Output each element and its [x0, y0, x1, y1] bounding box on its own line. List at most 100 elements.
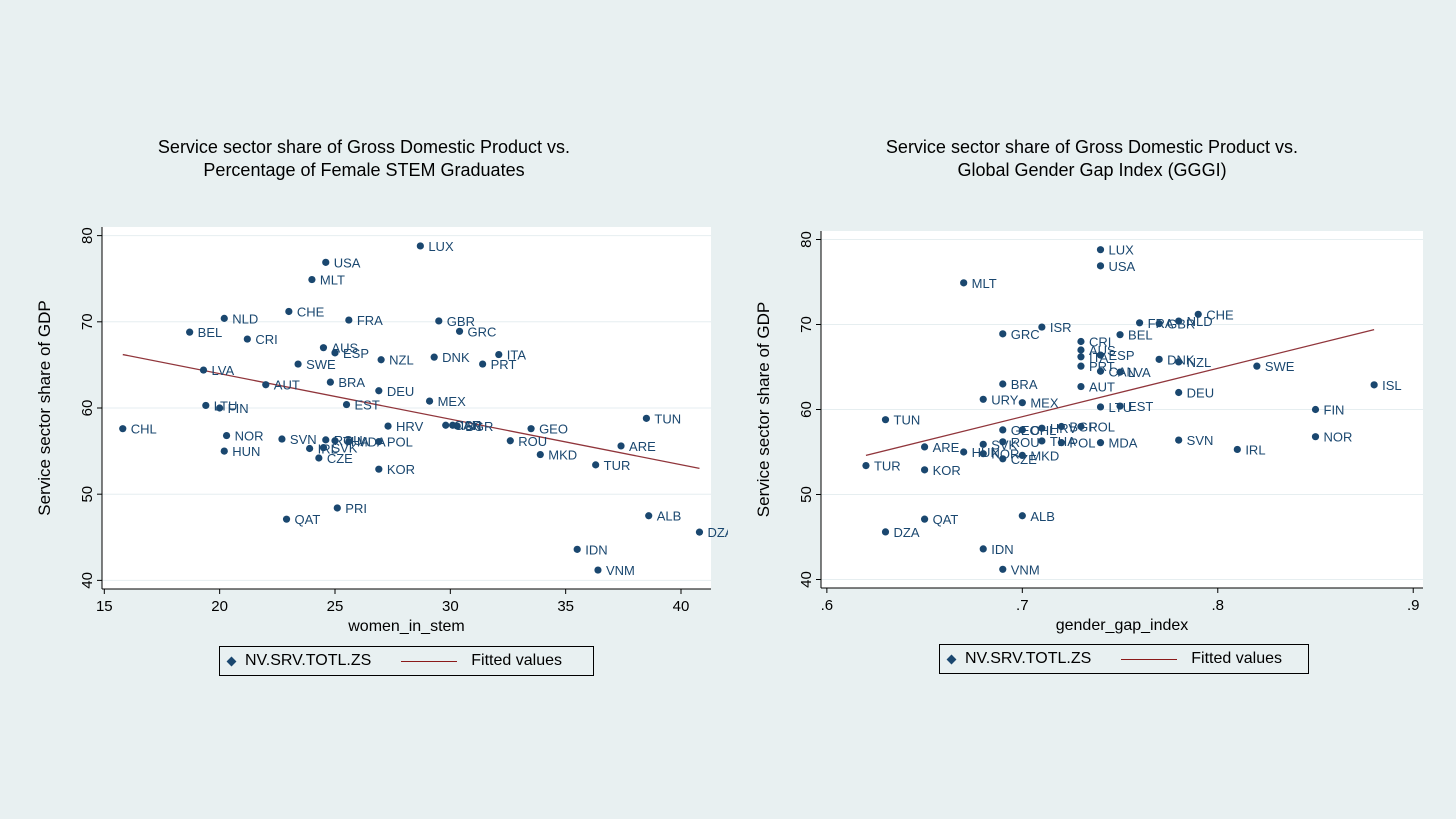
data-point	[1018, 451, 1026, 459]
y-axis-title: Service sector share of GDP	[35, 300, 54, 515]
data-point-label: MLT	[320, 273, 345, 288]
data-point-label: IDN	[991, 542, 1013, 557]
y-tick-label: 50	[79, 486, 96, 503]
data-point-label: GRC	[468, 324, 497, 339]
data-point-label: CAN	[454, 418, 481, 433]
data-point	[453, 422, 461, 430]
data-point	[1018, 512, 1026, 520]
data-point-label: MKD	[548, 448, 577, 463]
y-tick-label: 80	[79, 227, 96, 244]
data-point-label: PRT	[491, 357, 517, 372]
data-point	[322, 258, 330, 266]
data-point-label: CHL	[131, 422, 157, 437]
chart-legend: NV.SRV.TOTL.ZS Fitted values	[219, 646, 594, 676]
y-tick-label: 60	[79, 400, 96, 417]
data-point	[1175, 388, 1183, 397]
data-point-label: IRL	[1245, 442, 1265, 457]
data-point	[306, 444, 314, 453]
data-point	[220, 314, 228, 322]
data-point-label: ROU	[518, 434, 547, 449]
data-point	[1135, 319, 1144, 327]
data-point	[960, 448, 968, 456]
data-point	[1077, 382, 1085, 391]
data-point-label: DEU	[1187, 386, 1214, 401]
data-point	[527, 425, 535, 433]
data-point	[282, 515, 291, 523]
data-point-label: DZA	[707, 525, 728, 540]
data-point	[278, 435, 286, 443]
data-point	[1096, 403, 1105, 411]
data-point-label: PRT	[1089, 359, 1115, 374]
data-point-label: MEX	[1030, 396, 1059, 411]
data-point-label: NZL	[1187, 355, 1212, 370]
data-point-label: CHE	[297, 304, 325, 319]
x-axis-title: gender_gap_index	[1056, 617, 1189, 634]
data-point-label: AUT	[274, 378, 300, 393]
data-point	[220, 447, 228, 455]
data-point-label: PRI	[345, 501, 367, 516]
x-tick-label: 15	[96, 598, 113, 615]
data-point	[319, 444, 328, 452]
data-point	[1311, 433, 1320, 441]
data-point	[425, 397, 434, 405]
data-point-label: LVA	[1128, 365, 1151, 380]
chart-title-line2: Percentage of Female STEM Graduates	[203, 160, 525, 180]
data-point	[308, 275, 316, 284]
data-point-label: GBR	[1167, 317, 1195, 332]
data-point-label: EST	[355, 398, 380, 413]
data-point	[331, 349, 339, 357]
data-point	[1077, 346, 1085, 354]
data-point	[999, 426, 1007, 434]
y-tick-label: 60	[798, 401, 815, 418]
data-point	[199, 366, 208, 374]
data-point-label: NOR	[235, 429, 264, 444]
chart-legend: NV.SRV.TOTL.ZS Fitted values	[939, 644, 1309, 674]
x-tick-label: 35	[557, 598, 574, 615]
data-point-label: ALB	[1030, 509, 1055, 524]
data-point	[1038, 424, 1046, 432]
data-point	[1233, 445, 1241, 454]
data-point-label: GRC	[1011, 327, 1040, 342]
x-tick-label: 30	[442, 598, 459, 615]
data-point-label: LVA	[212, 363, 235, 378]
legend-fit-line-icon	[401, 660, 458, 662]
data-point-label: ISR	[461, 418, 483, 433]
data-point	[1311, 405, 1320, 414]
data-point	[377, 356, 385, 364]
data-point-label: TUN	[894, 413, 921, 428]
data-point	[1096, 351, 1105, 359]
data-point	[455, 327, 464, 335]
x-tick-label: .6	[821, 597, 834, 614]
data-point	[999, 330, 1007, 338]
data-point	[495, 350, 503, 359]
data-point-label: QAT	[295, 512, 321, 527]
data-point	[1038, 437, 1046, 445]
data-point	[1018, 426, 1026, 434]
data-point-label: LUX	[1109, 243, 1135, 258]
chart-panel-left: Service sector share of Gross Domestic P…	[35, 137, 728, 676]
data-point-label: NLD	[1187, 314, 1213, 329]
y-tick-label: 70	[798, 316, 815, 333]
data-point	[960, 279, 968, 287]
chart-title-line1: Service sector share of Gross Domestic P…	[157, 137, 571, 157]
data-point	[1057, 422, 1066, 431]
data-point	[1077, 362, 1085, 370]
data-point-label: DNK	[442, 350, 470, 365]
x-tick-label: 20	[211, 598, 228, 615]
data-point	[1116, 368, 1124, 376]
data-point-label: MLT	[972, 276, 997, 291]
data-point	[1018, 399, 1026, 407]
data-point-label: QAT	[933, 512, 959, 527]
data-point	[1096, 367, 1105, 375]
data-point-label: ROU	[1011, 435, 1040, 450]
x-tick-label: 40	[673, 598, 690, 615]
x-tick-label: .9	[1407, 597, 1420, 614]
data-point-label: CRI	[1089, 335, 1111, 350]
x-tick-label: .7	[1016, 597, 1029, 614]
data-point	[345, 316, 353, 324]
y-tick-label: 50	[798, 486, 815, 503]
legend-marker-label: NV.SRV.TOTL.ZS	[965, 650, 1092, 667]
data-point	[1077, 422, 1085, 431]
data-point-label: GBR	[447, 314, 475, 329]
data-point	[594, 566, 602, 574]
